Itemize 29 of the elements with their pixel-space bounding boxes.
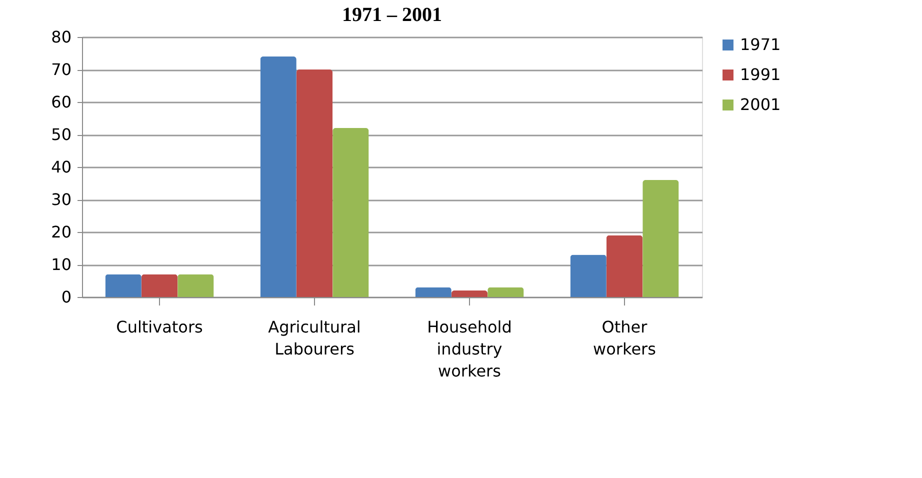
y-tick-label: 20 xyxy=(51,222,72,242)
y-tick-label: 60 xyxy=(51,92,72,112)
bar xyxy=(415,287,452,297)
bar xyxy=(642,180,679,297)
bar xyxy=(606,235,643,297)
chart-title: 1971 – 2001 xyxy=(342,4,442,26)
x-tick-label: Agricultural Labourers xyxy=(268,318,361,358)
y-tick-label: 50 xyxy=(51,125,72,144)
bar xyxy=(570,254,606,297)
x-tick-label: Household industry workers xyxy=(427,318,512,380)
bar xyxy=(260,56,296,297)
bar xyxy=(105,274,142,297)
bar xyxy=(451,290,488,297)
bar xyxy=(332,128,369,297)
legend-label: 1991 xyxy=(740,65,781,84)
legend-label: 1971 xyxy=(740,35,781,54)
x-tick-label: Other workers xyxy=(593,318,656,358)
y-tick-label: 30 xyxy=(51,190,72,209)
y-tick-label: 70 xyxy=(51,60,72,79)
y-tick-label: 0 xyxy=(61,288,72,306)
y-tick-label: 10 xyxy=(51,255,72,274)
bar xyxy=(488,287,524,297)
legend-label: 2001 xyxy=(740,95,781,114)
bar xyxy=(296,70,333,297)
y-tick-label: 80 xyxy=(51,28,72,46)
bar xyxy=(141,274,178,297)
bar xyxy=(178,274,214,297)
x-tick-label: Cultivators xyxy=(116,318,203,336)
y-tick-label: 40 xyxy=(51,158,72,176)
